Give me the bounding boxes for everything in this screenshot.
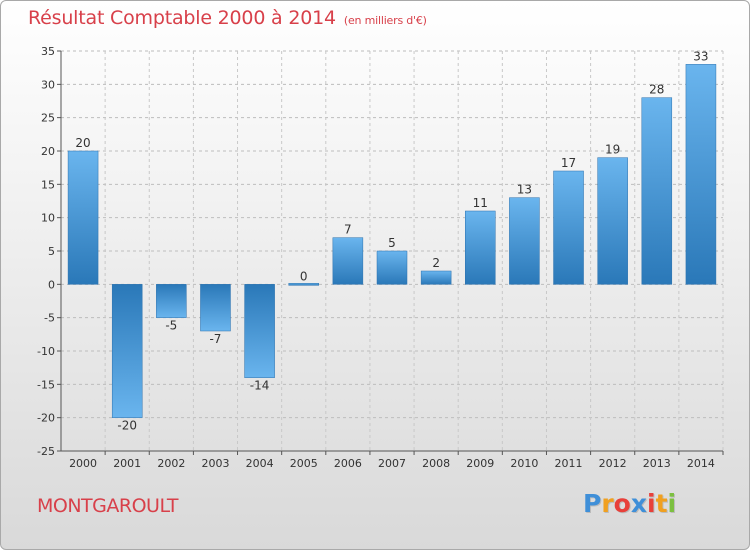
y-tick-label: -15 [37, 378, 55, 391]
y-tick-label: 20 [41, 145, 55, 158]
chart-title: Résultat Comptable 2000 à 2014 (en millie… [28, 7, 427, 29]
logo-letter: P [583, 489, 602, 518]
bar [332, 237, 364, 285]
logo-letter: r [601, 489, 614, 518]
logo-letter: i [667, 489, 677, 518]
data-label: 13 [517, 183, 532, 197]
labels: 20 -20 -5 -7 -14 0 7 5 2 11 13 17 19 28 33 [75, 49, 708, 432]
data-label: -20 [117, 419, 137, 433]
data-label: 33 [693, 49, 708, 63]
bar [288, 283, 319, 286]
logo-letter: o [613, 489, 631, 518]
logo-letter: x [630, 489, 647, 518]
x-tick-label: 2014 [687, 457, 715, 470]
data-label: 20 [75, 136, 90, 150]
y-tick-label: 0 [48, 278, 55, 291]
x-tick-label: 2005 [290, 457, 318, 470]
y-tick-label: 30 [41, 78, 55, 91]
x-tick-label: 2004 [246, 457, 274, 470]
bar [200, 284, 231, 332]
data-label: 11 [473, 196, 488, 210]
data-label: 7 [344, 223, 352, 237]
bar [597, 157, 628, 285]
x-tick-label: 2010 [510, 457, 538, 470]
chart-title-text: Résultat Comptable 2000 à 2014 [28, 7, 336, 29]
proxiti-logo: Proxiti [583, 489, 676, 518]
y-tick-label: -25 [37, 445, 55, 458]
data-label: 17 [561, 156, 576, 170]
bar [420, 270, 452, 285]
bar [641, 97, 673, 285]
x-tick-label: 2009 [466, 457, 494, 470]
x-tick-label: 2012 [599, 457, 627, 470]
bar [465, 210, 496, 285]
data-label: 5 [388, 236, 396, 250]
chart-subtitle: (en milliers d'€) [343, 14, 427, 27]
y-tick-label: 10 [41, 212, 55, 225]
y-tick-label: -20 [37, 412, 55, 425]
y-tick-label: 5 [48, 245, 55, 258]
bar [156, 284, 187, 318]
bar [509, 197, 540, 285]
x-tick-label: 2011 [555, 457, 583, 470]
bar [553, 170, 584, 285]
y-tick-label: 15 [41, 178, 55, 191]
y-tick-label: 35 [41, 45, 55, 58]
bar [244, 284, 275, 378]
data-label: -14 [250, 379, 270, 393]
x-tick-label: 2000 [69, 457, 97, 470]
data-label: 2 [432, 256, 440, 270]
x-tick-label: 2003 [201, 457, 229, 470]
y-tick-label: 25 [41, 112, 55, 125]
bar [111, 284, 143, 418]
x-tick-label: 2008 [422, 457, 450, 470]
place-name: MONTGAROULT [37, 495, 179, 517]
data-label: -5 [165, 319, 177, 333]
logo-letter: t [655, 489, 668, 518]
bar [685, 64, 717, 285]
data-label: 19 [605, 143, 620, 157]
x-tick-label: 2006 [334, 457, 362, 470]
data-label: 28 [649, 83, 664, 97]
x-tick-label: 2013 [643, 457, 671, 470]
bar [67, 150, 99, 285]
x-tick-label: 2001 [113, 457, 141, 470]
x-tick-label: 2002 [157, 457, 185, 470]
data-label: -7 [209, 332, 221, 346]
bar [376, 250, 408, 285]
bars [67, 64, 717, 418]
data-label: 0 [300, 269, 308, 283]
y-tick-label: -5 [44, 312, 55, 325]
logo-letter: i [647, 489, 656, 518]
x-tick-label: 2007 [378, 457, 406, 470]
y-tick-label: -10 [37, 345, 55, 358]
